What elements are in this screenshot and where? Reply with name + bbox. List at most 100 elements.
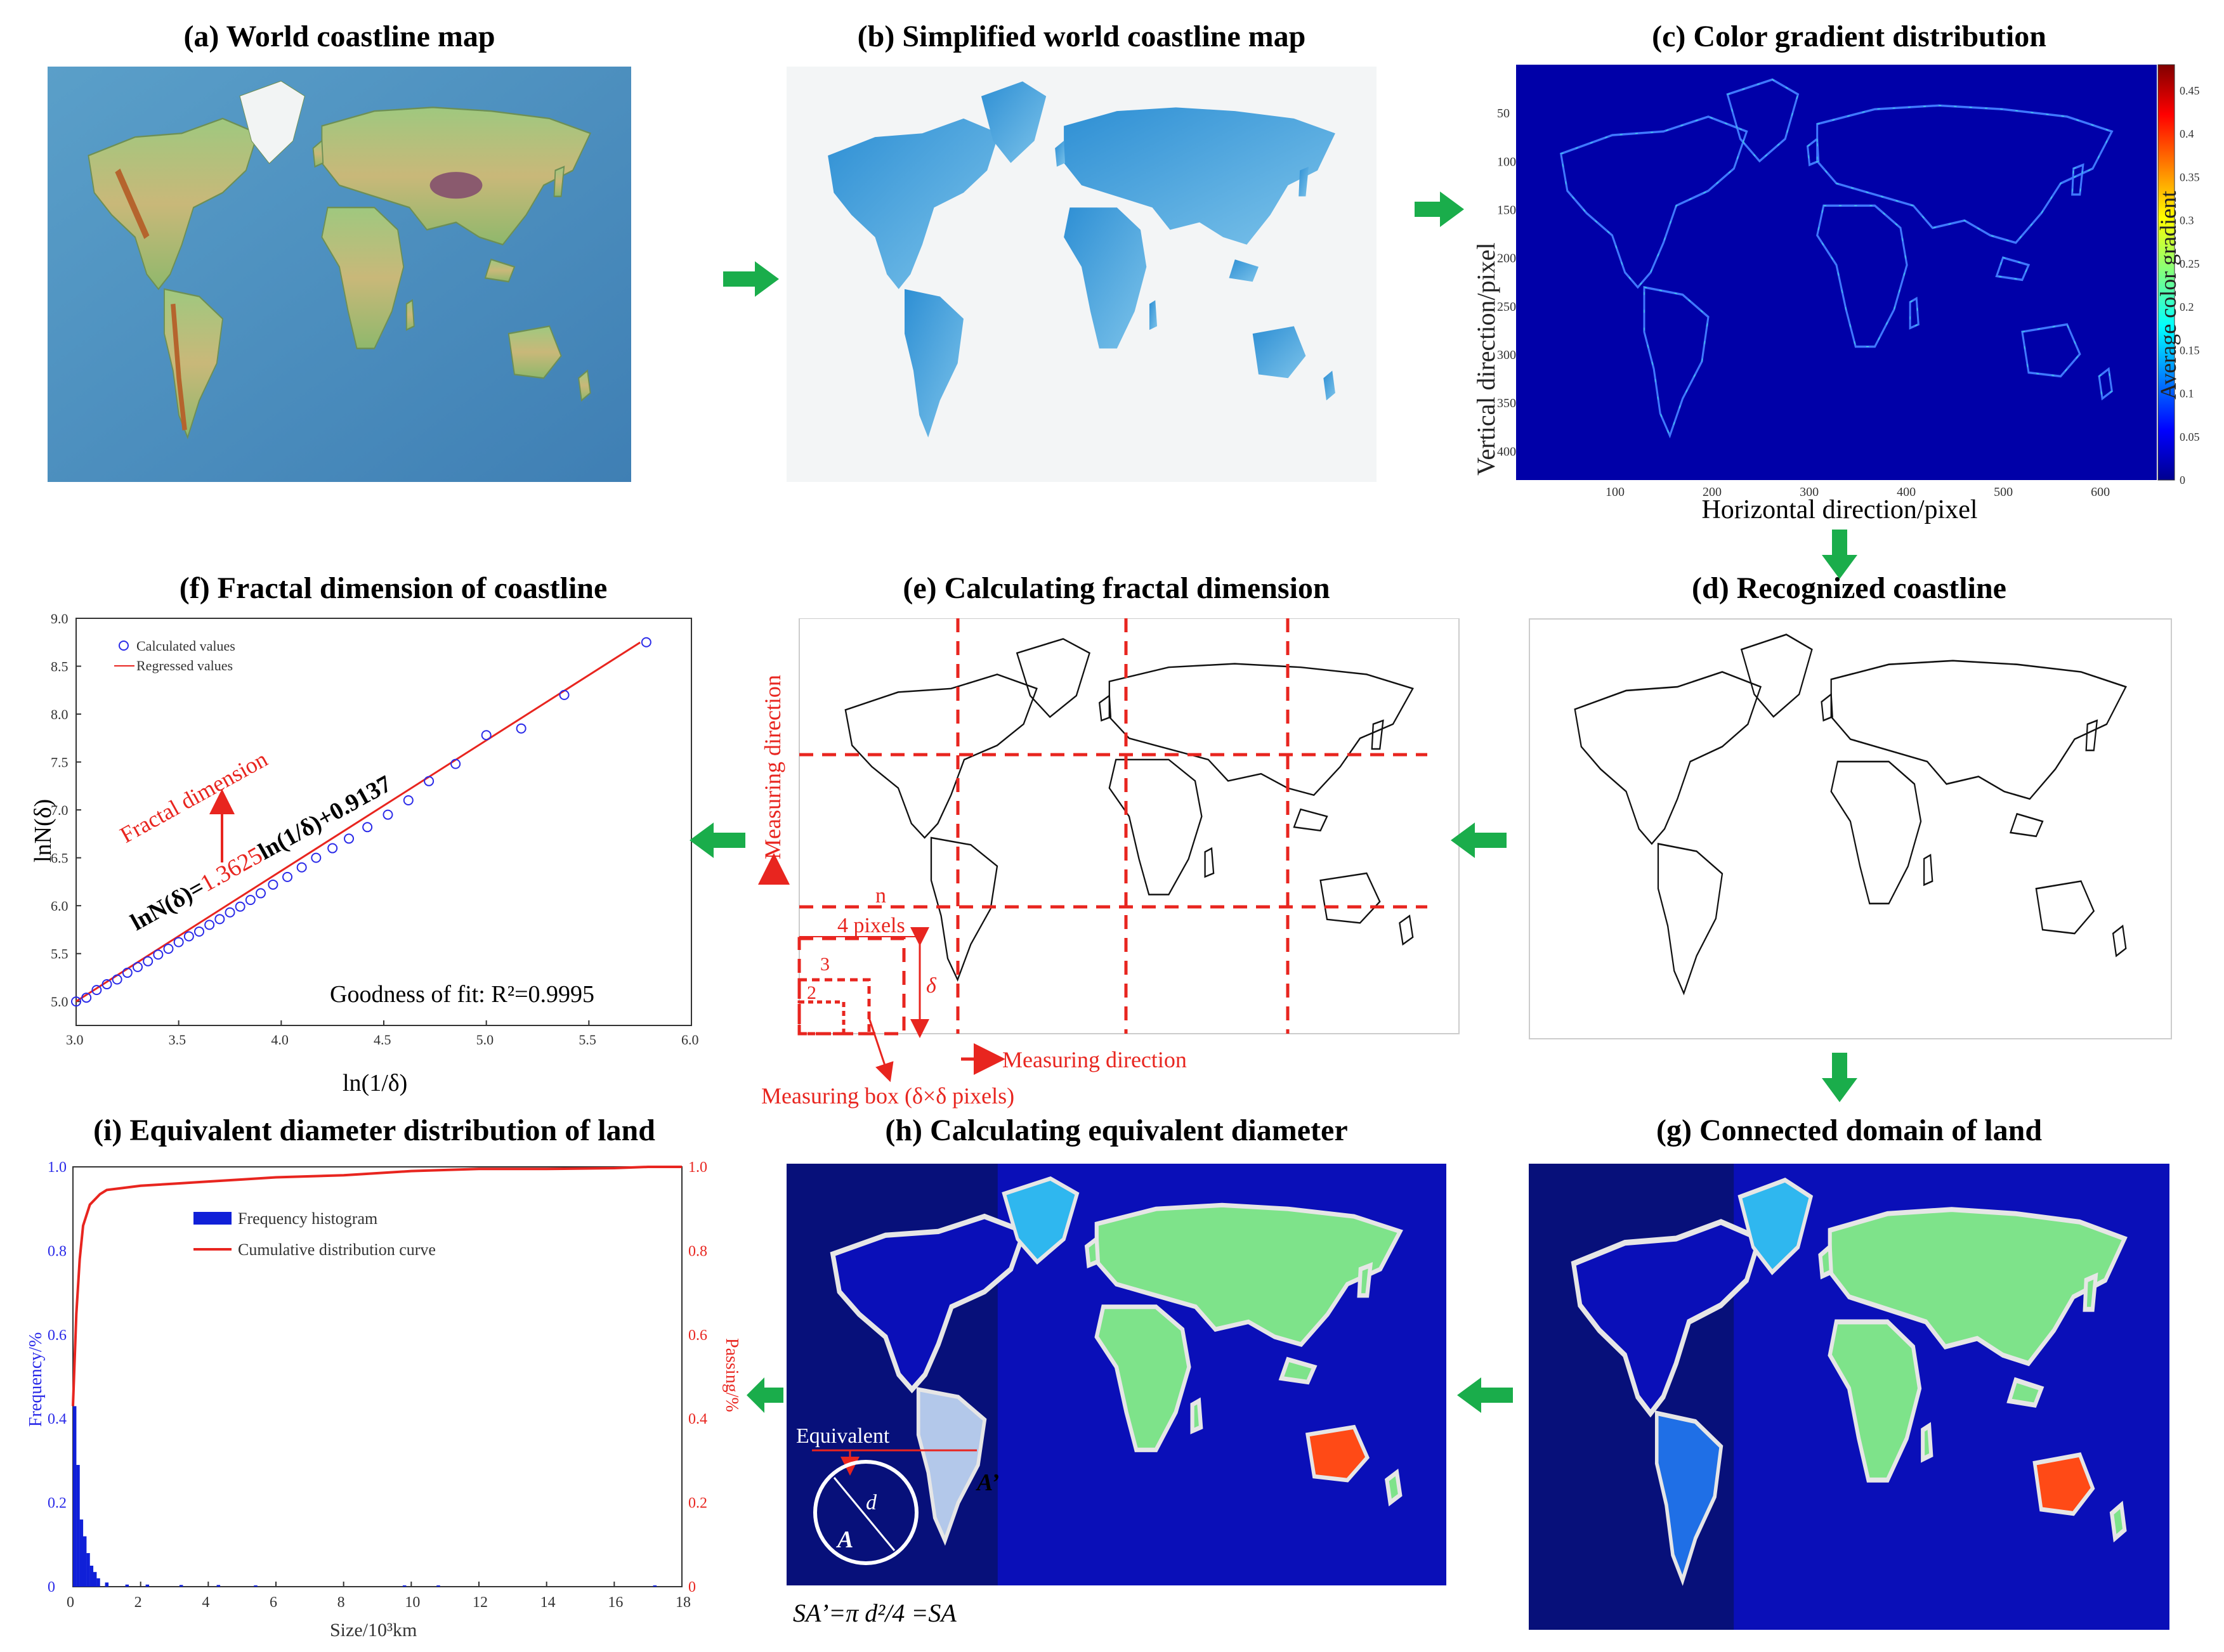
andes: [171, 303, 187, 431]
data-point: [122, 967, 133, 978]
x-tick-label: 300: [1800, 485, 1819, 499]
y-tick-labels: 50 100 150 200 250 300 350 400: [1497, 107, 1516, 459]
y-right-tick-label: 0.2: [688, 1495, 707, 1512]
histogram-bar: [653, 1585, 657, 1587]
data-point: [194, 926, 204, 937]
flow-arrow-d-g: [1822, 1053, 1857, 1102]
data-point: [112, 974, 122, 985]
x-tick-label: 2: [134, 1594, 142, 1611]
panel-g-image: [1529, 1164, 2169, 1630]
flow-arrow-e-f: [690, 823, 745, 858]
panel-e-title: (e) Calculating fractal dimension: [903, 571, 1330, 605]
histogram-bar: [436, 1585, 440, 1587]
y-left-tick-label: 0.4: [48, 1411, 67, 1428]
data-point: [344, 833, 355, 844]
y-tick-label: 350: [1497, 396, 1516, 410]
y-right-tick-label: 0.4: [688, 1411, 707, 1428]
data-point: [268, 879, 278, 890]
legend-calc: Calculated values: [136, 638, 235, 654]
histogram-bar: [93, 1571, 97, 1587]
x-tick-label: 5.0: [476, 1032, 494, 1048]
x-tick-label: 16: [608, 1594, 623, 1611]
grid-lines: [797, 618, 1427, 1036]
data-point: [362, 822, 373, 833]
y-tick-label: 6.5: [51, 850, 69, 866]
histogram-bar: [216, 1585, 221, 1587]
rockies: [115, 168, 150, 239]
panel-g-title: (g) Connected domain of land: [1656, 1114, 2043, 1147]
y-tick-label: 5.5: [51, 946, 69, 962]
data-point: [91, 985, 102, 996]
colorbar-tick-labels: 0 0.05 0.1 0.15 0.2 0.25 0.3 0.35 0.4 0.45: [2180, 84, 2200, 486]
y-right-tick-label: 0.8: [688, 1243, 707, 1259]
legend-hist-swatch: [193, 1212, 232, 1225]
y-tick-label: 50: [1497, 107, 1510, 120]
y-tick-label: 100: [1497, 155, 1516, 169]
x-tick-label: 5.5: [579, 1032, 596, 1048]
colorbar-tick-label: 0: [2180, 474, 2185, 486]
y-tick-label: 250: [1497, 300, 1516, 314]
data-point: [71, 996, 81, 1007]
panel-c-title: (c) Color gradient distribution: [1652, 20, 2046, 53]
h-formula: SA’=π d²/4 =SA: [793, 1599, 957, 1627]
data-point: [214, 914, 225, 925]
data-point: [173, 937, 184, 947]
colorbar-tick-label: 0.45: [2180, 84, 2200, 97]
c-xlabel: Horizontal direction/pixel: [1701, 495, 1978, 524]
histogram-bar: [96, 1578, 100, 1587]
flow-arrow-g-h: [1457, 1377, 1513, 1413]
x-tick-label: 18: [676, 1594, 691, 1611]
c-ylabel: Vertical direction/pixel: [1472, 242, 1500, 476]
legend-marker-calc: [119, 641, 129, 651]
data-point: [256, 888, 266, 899]
x-tick-label: 600: [2091, 485, 2110, 499]
histogram-bar: [254, 1585, 258, 1587]
x-tick-label: 14: [540, 1594, 556, 1611]
x-tick-label: 6: [270, 1594, 277, 1611]
colorbar-tick-label: 0.1: [2180, 387, 2194, 400]
legend-reg: Regressed values: [136, 658, 233, 673]
data-point: [327, 843, 338, 854]
y-tick-label: 7.0: [51, 802, 69, 818]
histogram-bar: [72, 1406, 77, 1587]
data-point: [204, 920, 215, 930]
flow-arrow-b-c: [1415, 192, 1464, 227]
measuring-box-label: Measuring box (δ×δ pixels): [761, 1083, 1014, 1109]
label-3: 3: [820, 954, 830, 975]
data-point: [403, 795, 414, 806]
y-tick-label: 150: [1497, 203, 1516, 217]
y-left-tick-label: 0.2: [48, 1495, 67, 1512]
x-tick-label: 200: [1703, 485, 1722, 499]
data-point: [282, 871, 293, 882]
f-xlabel: ln(1/δ): [343, 1070, 407, 1096]
data-point: [81, 992, 92, 1003]
label-2: 2: [807, 982, 816, 1003]
data-point: [235, 901, 245, 912]
histogram-bar: [125, 1584, 129, 1587]
flow-arrow-h-i: [747, 1377, 783, 1413]
y-left-tick-label: 0.8: [48, 1243, 67, 1259]
south-america-highlight: [917, 1387, 986, 1545]
histogram-bar: [402, 1585, 407, 1587]
legend-hist: Frequency histogram: [238, 1209, 377, 1228]
y-tick-label: 7.5: [51, 755, 69, 771]
data-point: [245, 895, 256, 906]
panel-d-image: [1529, 618, 2172, 1039]
data-point: [183, 931, 194, 942]
measuring-direction-horizontal: Measuring direction: [1002, 1047, 1187, 1072]
colorbar-tick-label: 0.25: [2180, 257, 2200, 270]
panel-i-chart: 0 2 4 6 8 10 12 14 16 18 0 0 0.2 0.2 0.4 0.4 0.6 0.6 0.8 0.…: [13, 1154, 742, 1649]
label-d: d: [866, 1491, 877, 1514]
colorbar-tick-label: 0.4: [2180, 127, 2194, 140]
y-tick-label: 200: [1497, 252, 1516, 266]
panel-b-image: [787, 67, 1377, 482]
colorbar: [2157, 64, 2175, 481]
panel-h-title: (h) Calculating equivalent diameter: [885, 1114, 1348, 1147]
y-left-tick-label: 0.6: [48, 1327, 67, 1344]
x-tick-label: 0: [67, 1594, 74, 1611]
flow-arrow-a-b: [723, 261, 779, 297]
panel-a-image: [48, 67, 631, 482]
y-tick-label: 400: [1497, 445, 1516, 459]
label-n: n: [875, 884, 886, 907]
x-tick-label: 6.0: [681, 1032, 699, 1048]
